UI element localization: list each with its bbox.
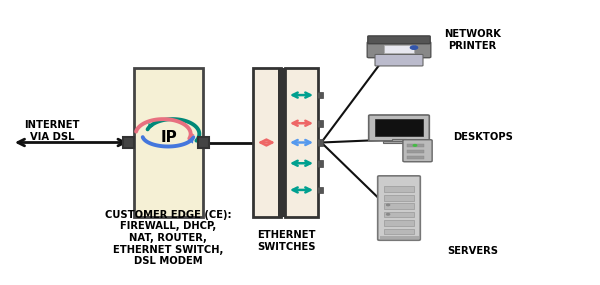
FancyBboxPatch shape — [384, 203, 414, 209]
Text: CUSTOMER EDGE (CE):
FIREWALL, DHCP,
NAT, ROUTER,
ETHERNET SWITCH,
DSL MODEM: CUSTOMER EDGE (CE): FIREWALL, DHCP, NAT,… — [104, 210, 232, 266]
FancyBboxPatch shape — [384, 186, 414, 192]
FancyBboxPatch shape — [378, 176, 421, 240]
FancyBboxPatch shape — [317, 120, 323, 127]
FancyBboxPatch shape — [317, 160, 323, 167]
FancyBboxPatch shape — [384, 229, 414, 234]
FancyBboxPatch shape — [317, 186, 323, 193]
Circle shape — [410, 46, 418, 49]
FancyBboxPatch shape — [384, 220, 414, 226]
FancyBboxPatch shape — [198, 137, 209, 148]
FancyBboxPatch shape — [375, 54, 423, 66]
FancyBboxPatch shape — [384, 45, 414, 53]
FancyBboxPatch shape — [317, 139, 323, 146]
Text: DESKTOPS: DESKTOPS — [453, 132, 513, 142]
FancyBboxPatch shape — [380, 236, 419, 239]
FancyBboxPatch shape — [253, 68, 281, 217]
FancyBboxPatch shape — [407, 150, 424, 153]
FancyBboxPatch shape — [407, 144, 424, 147]
FancyBboxPatch shape — [123, 137, 134, 148]
Text: NETWORK
PRINTER: NETWORK PRINTER — [444, 29, 501, 51]
FancyBboxPatch shape — [383, 141, 415, 143]
FancyBboxPatch shape — [134, 68, 203, 217]
Text: IP: IP — [161, 130, 178, 145]
FancyBboxPatch shape — [392, 139, 406, 142]
FancyBboxPatch shape — [375, 119, 423, 136]
FancyBboxPatch shape — [403, 140, 432, 162]
FancyBboxPatch shape — [369, 115, 430, 141]
FancyBboxPatch shape — [286, 68, 318, 217]
FancyBboxPatch shape — [367, 42, 431, 58]
Text: SERVERS: SERVERS — [447, 246, 498, 256]
FancyBboxPatch shape — [384, 212, 414, 217]
FancyBboxPatch shape — [278, 68, 286, 217]
FancyBboxPatch shape — [368, 36, 430, 44]
FancyBboxPatch shape — [384, 195, 414, 201]
Text: ETHERNET
SWITCHES: ETHERNET SWITCHES — [257, 230, 316, 252]
FancyBboxPatch shape — [317, 92, 323, 99]
Circle shape — [386, 213, 389, 215]
Text: INTERNET
VIA DSL: INTERNET VIA DSL — [24, 120, 79, 142]
Circle shape — [413, 144, 416, 146]
Circle shape — [386, 204, 389, 206]
FancyBboxPatch shape — [407, 156, 424, 159]
